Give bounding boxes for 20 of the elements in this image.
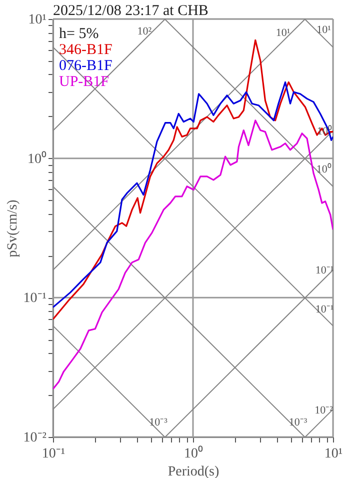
annotation: 10² <box>137 26 152 38</box>
annotation: 10⁻³ <box>288 416 308 428</box>
y-tick-label: 10⁻¹ <box>23 291 46 306</box>
y-tick-label: 10⁻² <box>23 430 46 446</box>
y-tick-label: 10¹ <box>28 12 46 28</box>
x-tick-label: 10¹ <box>324 446 343 462</box>
text: 346-B1F <box>59 42 112 58</box>
x-tick-label: 10⁻¹ <box>42 446 66 462</box>
x-tick-label: 10⁰ <box>184 446 203 462</box>
annotation: 10⁰ <box>317 124 332 138</box>
text: UP-B1F <box>59 74 110 90</box>
legend-title: h= 5% <box>59 26 99 42</box>
chart-title: 2025/12/08 23:17 at CHB <box>53 3 208 19</box>
annotation: 10¹ <box>276 27 290 40</box>
annotation: 10⁰ <box>316 162 332 176</box>
annotation: 10⁻³ <box>149 416 168 429</box>
y-axis-title: pSv(cm/s) <box>5 199 20 258</box>
text: 076-B1F <box>59 58 112 74</box>
y-tick-label: 10⁰ <box>28 150 46 167</box>
annotation: 10¹ <box>316 24 331 36</box>
